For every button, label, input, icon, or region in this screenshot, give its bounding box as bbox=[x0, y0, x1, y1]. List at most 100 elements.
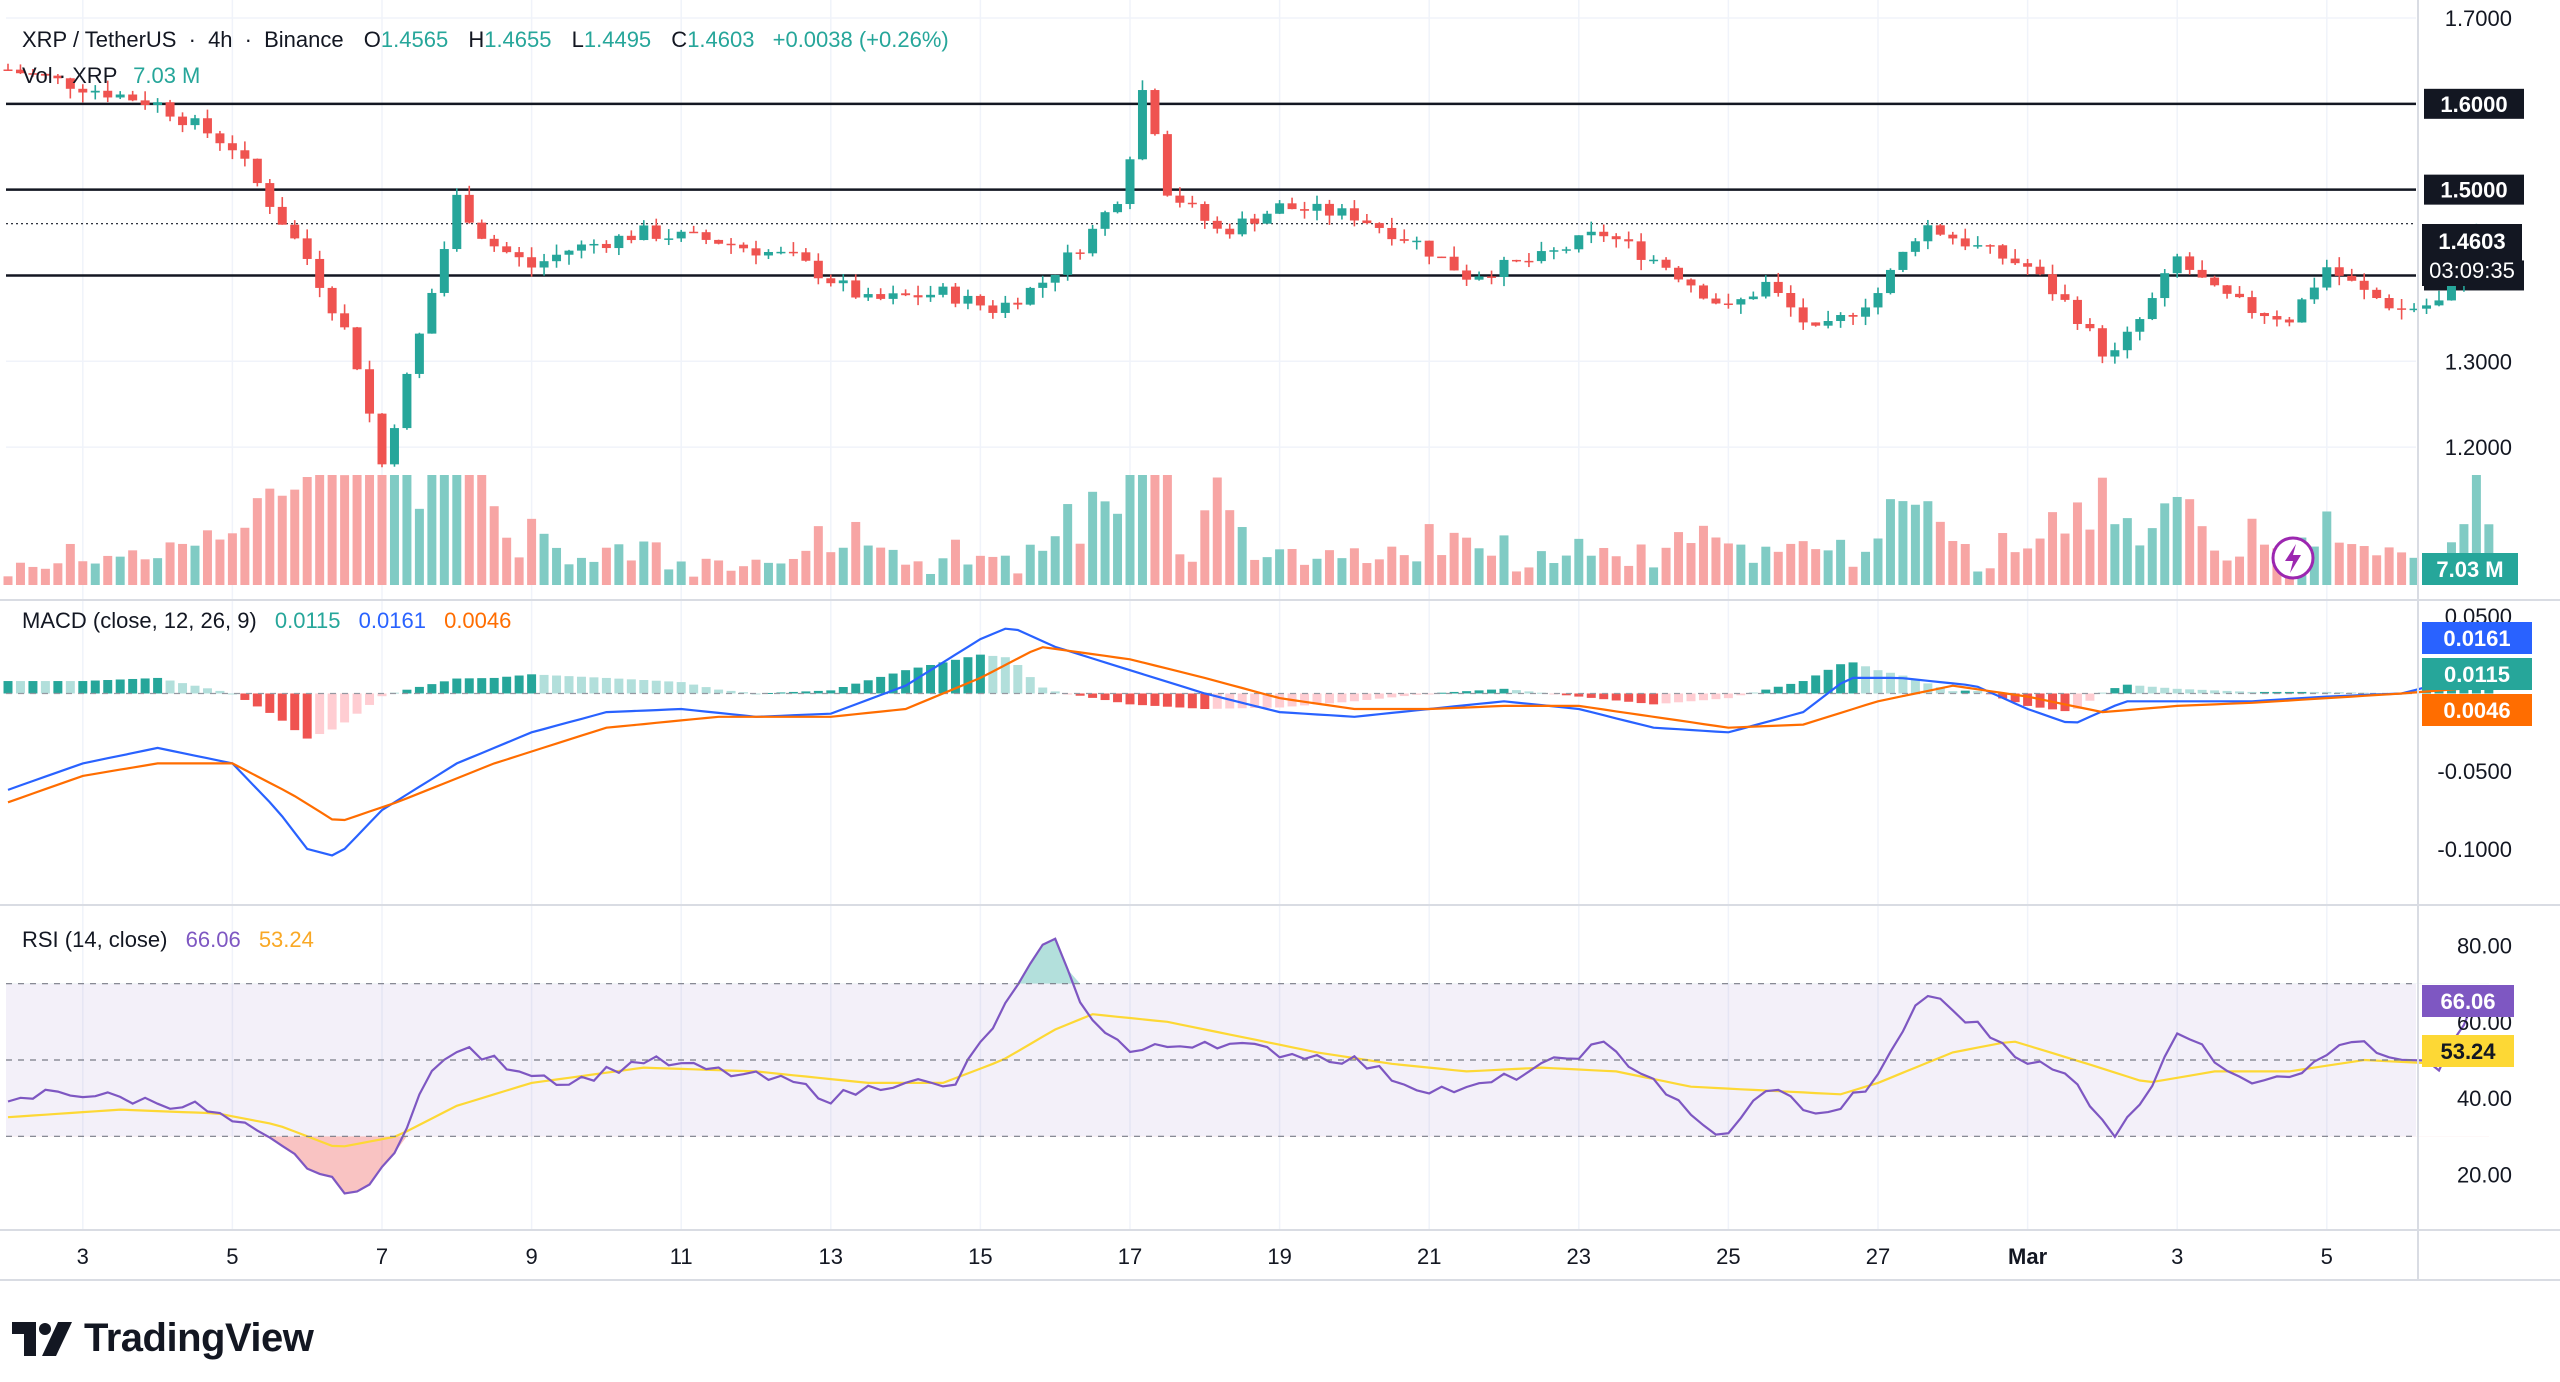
volume-bar bbox=[2010, 552, 2020, 585]
macd-hist-bar bbox=[901, 670, 911, 694]
candle-body bbox=[2322, 267, 2332, 288]
macd-line bbox=[7, 627, 2490, 857]
x-tick-label: 11 bbox=[670, 1244, 693, 1269]
candle-body bbox=[1973, 245, 1983, 247]
candle-body bbox=[2097, 328, 2107, 357]
candle-body bbox=[1723, 303, 1733, 306]
x-tick-label: 25 bbox=[1716, 1244, 1740, 1269]
volume-bar bbox=[639, 541, 649, 585]
candle-body bbox=[863, 294, 873, 298]
macd-hist-bar bbox=[340, 693, 350, 723]
candle-body bbox=[739, 244, 749, 249]
tradingview-logo-icon bbox=[12, 1321, 72, 1356]
volume-bar bbox=[2072, 502, 2082, 585]
candle-body bbox=[1063, 252, 1073, 275]
candle-body bbox=[2334, 267, 2344, 276]
volume-bar bbox=[1898, 501, 1908, 585]
candle-body bbox=[2222, 285, 2232, 294]
macd-hist-bar bbox=[1561, 693, 1571, 696]
macd-hist-bar bbox=[477, 678, 487, 694]
candle-body bbox=[1137, 90, 1147, 160]
level-tag-value: 1.6000 bbox=[2440, 92, 2507, 117]
macd-hist-bar bbox=[2122, 684, 2132, 694]
candle-body bbox=[801, 252, 811, 261]
candle-body bbox=[1374, 223, 1384, 228]
macd-hist-bar bbox=[1324, 693, 1334, 704]
rsi-overbought-fill bbox=[8, 938, 2489, 984]
macd-hist-bar bbox=[1811, 675, 1821, 694]
candle-body bbox=[215, 133, 225, 144]
macd-hist-bar bbox=[252, 693, 262, 707]
volume-bar bbox=[2471, 475, 2481, 585]
candle-body bbox=[65, 78, 75, 89]
macd-hist-bar bbox=[2023, 693, 2033, 706]
candle-body bbox=[2409, 308, 2419, 311]
volume-bar bbox=[888, 549, 898, 585]
volume-bar bbox=[1063, 504, 1073, 585]
macd-hist-bar bbox=[103, 680, 113, 694]
candle-body bbox=[1113, 204, 1123, 213]
volume-bar bbox=[963, 564, 973, 585]
macd-hist-bar bbox=[975, 654, 985, 694]
macd-hist-bar bbox=[315, 693, 325, 735]
last-price-tag: 1.4603 03:09:35 bbox=[2422, 224, 2522, 286]
macd-hist-bar bbox=[639, 680, 649, 694]
volume-bar bbox=[2409, 557, 2419, 585]
rsi-ma-tag-value: 53.24 bbox=[2440, 1039, 2496, 1064]
volume-bar bbox=[552, 547, 562, 585]
macd-hist-bar bbox=[1113, 693, 1123, 703]
x-tick-label: 7 bbox=[376, 1244, 388, 1269]
tradingview-brand[interactable]: TradingView bbox=[12, 1316, 314, 1361]
open-label: O bbox=[364, 27, 381, 52]
macd-hist-bar bbox=[2197, 689, 2207, 694]
candle-body bbox=[327, 287, 337, 314]
y-tick-label: 40.00 bbox=[2457, 1086, 2512, 1111]
candle-body bbox=[788, 251, 798, 254]
candle-body bbox=[1998, 245, 2008, 259]
macd-hist-bar bbox=[402, 689, 412, 694]
candle-body bbox=[1985, 245, 1995, 247]
volume-bar bbox=[589, 561, 599, 585]
macd-hist-bar bbox=[1823, 669, 1833, 694]
candle-body bbox=[190, 118, 200, 126]
candle-body bbox=[1250, 218, 1260, 224]
macd-hist-bar bbox=[1985, 693, 1995, 695]
macd-hist-bar bbox=[826, 690, 836, 694]
candle-body bbox=[701, 232, 711, 240]
candle-body bbox=[2072, 299, 2082, 324]
macd-hist-bar bbox=[913, 667, 923, 694]
macd-hist-bar bbox=[988, 655, 998, 694]
candle-body bbox=[1873, 293, 1883, 308]
volume-bar bbox=[252, 498, 262, 585]
flash-icon[interactable] bbox=[2271, 536, 2315, 580]
candle-body bbox=[1337, 208, 1347, 216]
macd-hist-bar bbox=[788, 691, 798, 694]
macd-hist-bar bbox=[739, 692, 749, 694]
x-tick-label: 19 bbox=[1267, 1244, 1291, 1269]
close-label: C bbox=[671, 27, 687, 52]
volume-bar bbox=[1399, 555, 1409, 585]
volume-bar bbox=[1861, 551, 1871, 585]
candle-body bbox=[1225, 228, 1235, 235]
candle-body bbox=[913, 295, 923, 298]
macd-hist-bar bbox=[2322, 691, 2332, 694]
candle-body bbox=[2297, 299, 2307, 323]
volume-bar bbox=[1212, 477, 1222, 585]
macd-hist-bar bbox=[564, 676, 574, 694]
candle-body bbox=[1050, 274, 1060, 283]
volume-bar bbox=[1736, 544, 1746, 585]
candle-body bbox=[1324, 203, 1334, 216]
candle-body bbox=[90, 90, 100, 93]
volume-bar bbox=[926, 573, 936, 585]
volume-bar bbox=[315, 475, 325, 585]
macd-hist-bar bbox=[576, 676, 586, 694]
macd-hist-bar bbox=[1574, 693, 1584, 697]
volume-bar bbox=[676, 561, 686, 585]
candle-body bbox=[552, 254, 562, 262]
volume-bar bbox=[514, 557, 524, 585]
candle-body bbox=[1624, 239, 1634, 242]
volume-bar bbox=[1935, 521, 1945, 585]
candle-body bbox=[1349, 208, 1359, 221]
macd-hist-bar bbox=[1025, 677, 1035, 694]
macd-hist-bar bbox=[1674, 693, 1684, 703]
